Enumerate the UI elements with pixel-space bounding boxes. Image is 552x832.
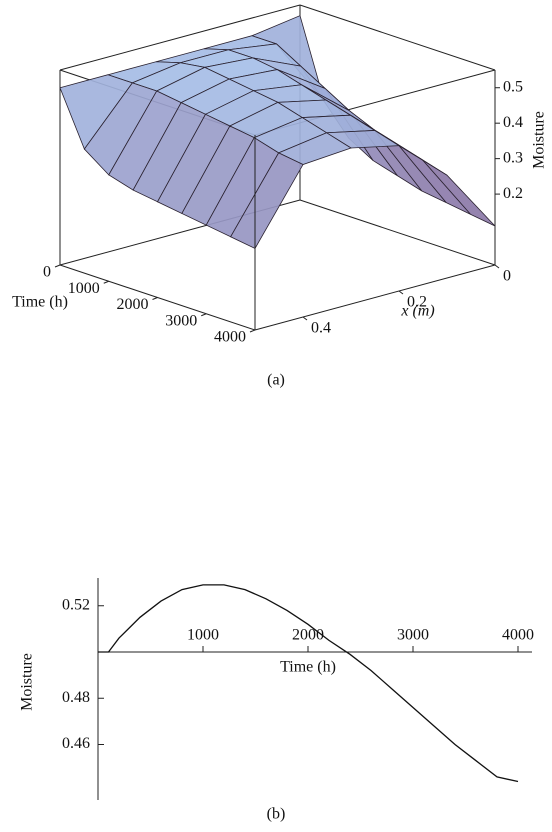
x-tick-label: 0.2 bbox=[407, 294, 427, 311]
time-tick-label: 0 bbox=[43, 264, 51, 281]
tick-mark bbox=[249, 329, 256, 333]
time-axis-label: Time (h) bbox=[12, 294, 68, 311]
x-tick-label: 0.4 bbox=[311, 320, 331, 337]
x-axis-label: x (m) bbox=[400, 303, 434, 320]
x-tick-label: 0 bbox=[503, 268, 511, 285]
line-series bbox=[98, 584, 519, 783]
z-axis-label: Moisture bbox=[531, 111, 548, 169]
tick-mark bbox=[201, 313, 207, 317]
x-tick-label: 2000 bbox=[292, 627, 324, 644]
tick-mark bbox=[302, 316, 308, 321]
y-tick-label: 0.46 bbox=[62, 735, 90, 752]
tick-mark bbox=[152, 297, 158, 300]
x-tick-label: 3000 bbox=[397, 627, 429, 644]
tick-mark bbox=[398, 290, 404, 295]
z-tick-label: 0.4 bbox=[503, 114, 523, 131]
y-axis-label: Moisture bbox=[19, 653, 36, 711]
x-axis-label: Time (h) bbox=[280, 659, 336, 676]
box-edge bbox=[299, 199, 496, 266]
caption: (b) bbox=[267, 806, 286, 823]
x-tick-label: 4000 bbox=[502, 627, 534, 644]
box-edge bbox=[59, 4, 301, 71]
time-tick-label: 4000 bbox=[214, 329, 246, 346]
caption: (a) bbox=[267, 372, 285, 389]
y-tick-label: 0.48 bbox=[62, 689, 90, 706]
time-tick-label: 1000 bbox=[68, 280, 100, 297]
x-tick-label: 1000 bbox=[187, 627, 219, 644]
time-tick-label: 3000 bbox=[165, 312, 197, 329]
tick-mark bbox=[54, 264, 61, 268]
box-edge bbox=[299, 4, 496, 71]
z-tick-label: 0.2 bbox=[503, 185, 523, 202]
z-tick-label: 0.5 bbox=[503, 78, 523, 95]
tick-mark bbox=[103, 280, 109, 284]
time-tick-label: 2000 bbox=[117, 296, 149, 313]
z-tick-label: 0.3 bbox=[503, 149, 523, 166]
y-tick-label: 0.52 bbox=[62, 596, 90, 613]
box-edge bbox=[254, 264, 496, 331]
tick-mark bbox=[494, 264, 500, 269]
